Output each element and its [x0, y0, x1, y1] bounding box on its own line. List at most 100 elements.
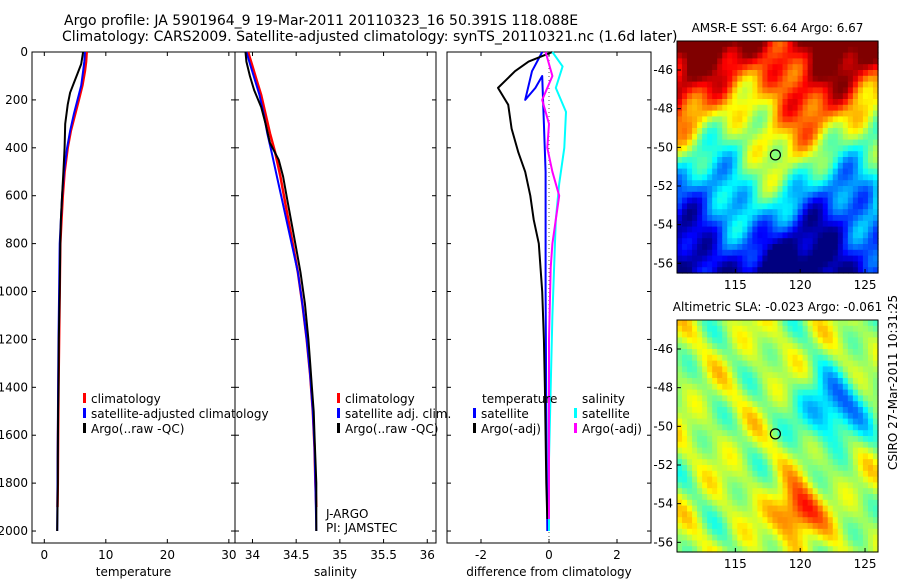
sst-map-cell [787, 116, 794, 123]
sla-map-cell [777, 360, 784, 367]
sla-map-cell [702, 476, 708, 483]
sst-map-cell [862, 226, 869, 233]
sla-map-cell [777, 453, 784, 460]
sst-map-cell [737, 151, 743, 158]
sla-map-cell [752, 349, 759, 356]
sst-map-cell [807, 139, 814, 146]
sst-map-cell [732, 209, 738, 216]
sla-map-cell [842, 320, 849, 327]
sst-map-cell [822, 174, 829, 181]
sla-map-cell [687, 407, 693, 414]
sla-map-cell [822, 441, 829, 449]
sst-map-cell [707, 255, 713, 262]
sst-map-cell [847, 215, 854, 222]
sst-map-cell [727, 255, 733, 262]
sst-map-cell [697, 139, 703, 146]
sst-map-cell [832, 58, 839, 65]
sla-map-cell [692, 360, 698, 367]
sla-map-cell [722, 383, 728, 391]
sst-map-cell [787, 232, 794, 239]
sst-map-cell [747, 197, 753, 204]
sst-map-cell [807, 209, 814, 216]
legend-diff-salinity-swatch [574, 408, 577, 418]
sla-map-cell [792, 453, 799, 460]
sla-map-cell [832, 331, 839, 338]
sst-map-cell [727, 261, 733, 268]
sla-map-cell [862, 488, 869, 495]
sla-map-cell [752, 436, 759, 443]
sst-map-cell [777, 209, 784, 216]
sst-map-cell [712, 41, 718, 48]
sla-map-cell [827, 395, 834, 402]
sst-map-cell [812, 110, 819, 117]
sst-map-cell [692, 52, 698, 59]
sla-map-cell [742, 331, 748, 338]
sst-map-cell [742, 104, 748, 112]
sla-map-cell [687, 546, 693, 553]
sst-map-cell [857, 162, 864, 170]
sst-map-cell [827, 46, 834, 54]
sst-map-cell [722, 220, 728, 228]
sla-map-cell [767, 407, 774, 414]
sst-map-cell [862, 168, 869, 175]
sla-map-cell [797, 366, 804, 373]
sla-map-cell [727, 395, 733, 402]
sst-map-cell [807, 232, 814, 239]
sst-map-cell [847, 122, 854, 129]
sst-map-cell [737, 52, 743, 59]
sst-map-cell [737, 162, 743, 170]
sla-map-cell [717, 349, 723, 356]
sla-map-cell [732, 470, 738, 478]
sla-map-cell [707, 389, 713, 396]
sst-map-cell [827, 145, 834, 152]
sst-map-cell [787, 203, 794, 210]
sla-map-cell [812, 343, 819, 350]
sst-map-cell [712, 267, 718, 274]
sla-map-cell [757, 349, 764, 356]
sst-map-cell [782, 122, 789, 129]
sst-map-cell [742, 226, 748, 233]
sla-map-cell [847, 517, 854, 524]
sla-map-cell [772, 360, 779, 367]
sst-map-cell [777, 244, 784, 251]
sla-map-cell [727, 465, 733, 472]
sst-map-cell [682, 157, 688, 164]
sla-map-cell [782, 494, 789, 501]
sla-map-cell [732, 349, 738, 356]
sla-map-cell [767, 465, 774, 472]
sst-map-cell [867, 52, 874, 59]
sst-map-cell [827, 133, 834, 141]
sst-map-cell [797, 110, 804, 117]
sst-map-cell [842, 93, 849, 100]
sla-map-cell [782, 482, 789, 489]
sst-map-cell [772, 87, 779, 94]
sla-map-cell [722, 343, 728, 350]
sst-map-cell [762, 116, 769, 123]
sst-map-cell [782, 209, 789, 216]
sla-map-cell [697, 320, 703, 327]
sla-map-cell [827, 349, 834, 356]
sst-map-cell [847, 133, 854, 141]
sst-map-cell [747, 75, 753, 83]
sst-map-cell [742, 249, 748, 257]
sst-map-cell [737, 191, 743, 199]
sla-map-cell [857, 349, 864, 356]
sla-map-cell [742, 378, 748, 385]
legend-diff-header-temperature: temperature [482, 392, 557, 406]
sla-map-cell [787, 534, 794, 541]
sla-map-cell [762, 360, 769, 367]
sst-map-cell [752, 81, 759, 88]
sla-map-cell [692, 325, 698, 333]
sla-map-cell [872, 401, 879, 408]
sst-map-cell [732, 168, 738, 175]
sla-map-cell [697, 465, 703, 472]
sla-map-cell [797, 494, 804, 501]
sla-map-cell [792, 494, 799, 501]
sst-map-cell [687, 81, 693, 88]
sst-map-cell [792, 116, 799, 123]
sst-map-cell [677, 151, 683, 158]
sst-map-cell [807, 215, 814, 222]
sla-map-cell [747, 505, 753, 512]
sst-map-cell [727, 215, 733, 222]
sst-map-cell [862, 145, 869, 152]
